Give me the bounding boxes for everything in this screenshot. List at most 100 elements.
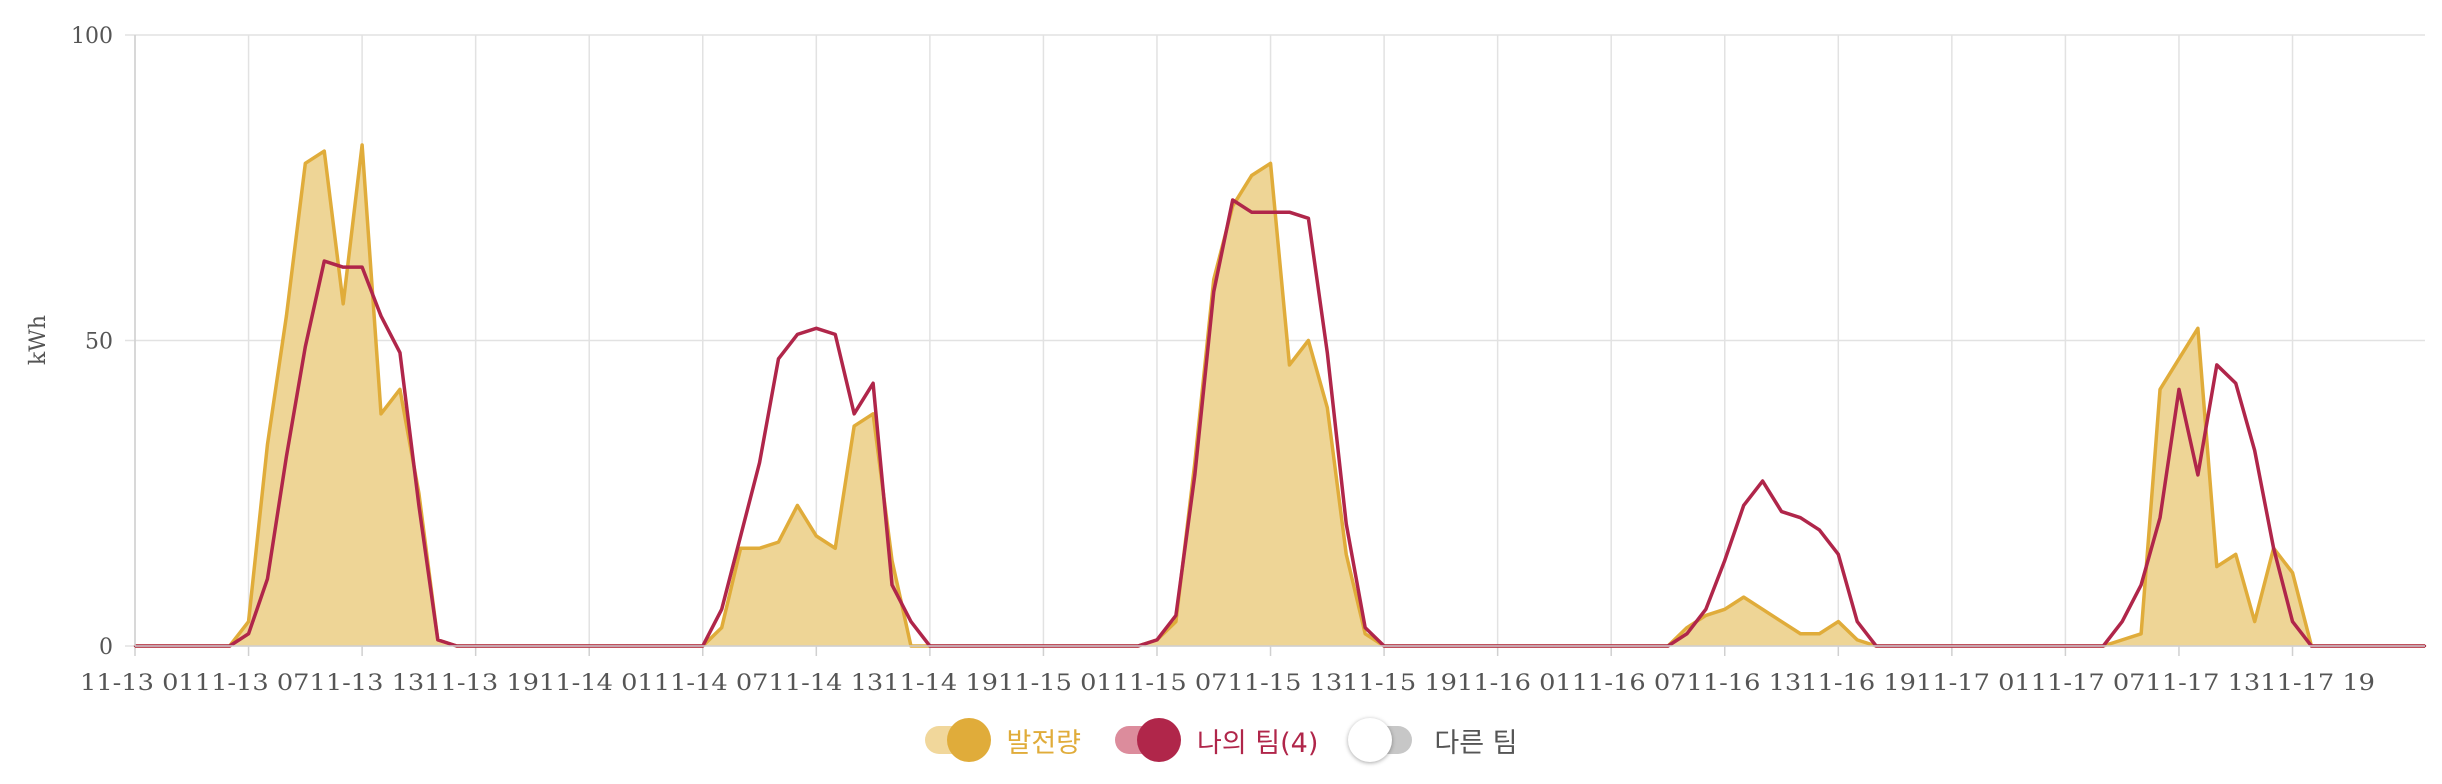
data-point xyxy=(1326,406,1329,409)
data-point xyxy=(815,327,818,330)
legend-label: 나의 팀(4) xyxy=(1197,727,1319,759)
data-point xyxy=(1363,632,1367,635)
data-point xyxy=(1231,198,1234,202)
series-area-0 xyxy=(135,144,2425,647)
legend-item-0[interactable]: 발전량 xyxy=(924,718,1082,762)
data-point xyxy=(1155,638,1159,642)
data-point xyxy=(2139,632,2143,635)
data-point xyxy=(360,143,364,147)
data-point xyxy=(341,265,345,269)
data-point xyxy=(436,638,440,642)
data-point xyxy=(1685,632,1689,635)
legend: 발전량 나의 팀(4) 다른 팀 xyxy=(0,718,2442,762)
data-point xyxy=(1212,278,1215,281)
data-point xyxy=(2196,327,2200,330)
data-point xyxy=(1250,210,1253,214)
x-tick-labels: 11-13 0111-13 0711-13 1311-13 1911-14 01… xyxy=(80,671,2375,696)
y-tick-label: 50 xyxy=(85,330,113,355)
data-point xyxy=(1307,217,1310,220)
data-point xyxy=(398,388,402,391)
data-point xyxy=(1345,553,1348,556)
legend-label: 발전량 xyxy=(1006,727,1082,759)
data-point xyxy=(360,265,364,269)
data-point xyxy=(1269,162,1272,165)
data-point xyxy=(852,412,856,416)
axes: 0 50 100 kWh 11-13 0111-13 0711-13 1311-13 1… xyxy=(26,24,2425,696)
data-point xyxy=(1856,638,1859,642)
data-point xyxy=(815,534,818,538)
data-point xyxy=(1723,608,1726,611)
data-point xyxy=(1326,351,1329,354)
data-point xyxy=(1307,339,1310,342)
data-point xyxy=(2177,388,2181,391)
chart-plot: 0 50 100 kWh 11-13 0111-13 0711-13 1311-13 1… xyxy=(26,24,2427,696)
data-point xyxy=(909,620,913,623)
y-tick-label: 0 xyxy=(99,635,113,660)
data-point xyxy=(285,314,288,318)
data-point xyxy=(2215,363,2219,367)
legend-toggle-switch[interactable] xyxy=(1348,718,1418,762)
toggle-knob xyxy=(946,718,991,762)
data-point xyxy=(1837,553,1840,556)
data-point xyxy=(2158,516,2162,519)
data-point xyxy=(247,632,250,635)
chart: 0 50 100 kWh 11-13 0111-13 0711-13 1311-13 1… xyxy=(26,24,2427,696)
data-point xyxy=(2234,553,2237,556)
data-point xyxy=(247,620,250,623)
data-point xyxy=(1780,510,1783,513)
data-point xyxy=(2253,449,2256,452)
data-point xyxy=(1250,174,1253,177)
data-point xyxy=(323,149,326,153)
toggle-knob xyxy=(1348,718,1393,762)
data-point xyxy=(1288,210,1291,214)
data-point xyxy=(1288,363,1291,367)
data-point xyxy=(2215,565,2219,568)
data-point xyxy=(1704,614,1708,617)
legend-toggle-switch[interactable] xyxy=(1115,718,1182,762)
data-point xyxy=(1818,632,1821,635)
data-point xyxy=(2272,547,2275,550)
data-point xyxy=(1837,620,1840,623)
data-point xyxy=(1269,210,1272,214)
data-point xyxy=(2253,620,2256,623)
data-point xyxy=(2234,382,2237,385)
data-point xyxy=(777,357,780,361)
legend-label: 다른 팀 xyxy=(1434,727,1518,759)
data-point xyxy=(1723,559,1726,562)
data-point xyxy=(398,351,402,354)
data-point xyxy=(834,547,837,550)
data-point xyxy=(379,412,383,416)
data-point xyxy=(739,534,742,538)
data-point xyxy=(1685,626,1689,629)
data-point xyxy=(871,412,875,416)
data-point xyxy=(1799,516,1802,519)
data-point xyxy=(2120,620,2124,623)
data-point xyxy=(2291,571,2294,574)
data-point xyxy=(1193,473,1197,477)
data-point xyxy=(379,314,383,318)
data-point xyxy=(323,259,326,263)
data-point xyxy=(871,382,875,385)
data-point xyxy=(1761,608,1764,611)
data-point xyxy=(1799,632,1802,635)
data-point xyxy=(1856,620,1859,623)
data-point xyxy=(341,302,345,306)
data-point xyxy=(1212,290,1215,293)
data-point xyxy=(758,547,761,550)
data-point xyxy=(1345,522,1348,525)
data-point xyxy=(2196,473,2200,477)
data-point xyxy=(1363,626,1367,629)
data-point xyxy=(890,583,894,587)
data-point xyxy=(834,333,837,336)
data-point xyxy=(777,540,780,544)
legend-toggle-switch[interactable] xyxy=(924,718,991,762)
data-point xyxy=(1704,608,1708,611)
legend-item-1[interactable]: 나의 팀(4) xyxy=(1115,718,1318,762)
data-point xyxy=(2291,620,2294,623)
toggle-knob xyxy=(1137,718,1182,762)
data-point xyxy=(1742,504,1745,507)
data-point xyxy=(304,345,307,348)
data-point xyxy=(417,504,421,507)
data-point xyxy=(304,162,307,165)
legend-item-2[interactable]: 다른 팀 xyxy=(1348,718,1518,762)
